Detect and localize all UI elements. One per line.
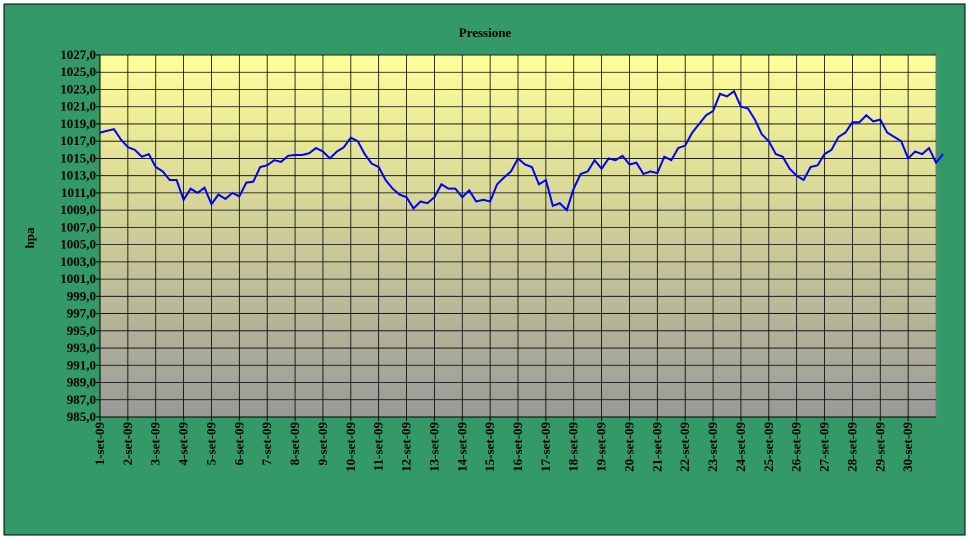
y-tick-label: 1021,0 [60, 99, 96, 114]
y-tick-label: 1017,0 [60, 133, 96, 148]
x-tick-label: 3-set-09 [148, 422, 163, 466]
x-tick-label: 11-set-09 [371, 422, 386, 472]
x-tick-label: 5-set-09 [203, 422, 218, 466]
x-tick-label: 12-set-09 [399, 422, 414, 472]
y-tick-label: 1009,0 [60, 202, 96, 217]
x-tick-label: 10-set-09 [343, 422, 358, 472]
y-tick-label: 1013,0 [60, 168, 96, 183]
x-tick-label: 7-set-09 [259, 422, 274, 466]
chart-title: Pressione [459, 25, 512, 40]
x-tick-label: 29-set-09 [872, 422, 887, 472]
x-tick-label: 14-set-09 [454, 422, 469, 472]
y-tick-label: 991,0 [67, 357, 96, 372]
x-tick-label: 18-set-09 [566, 422, 581, 472]
y-tick-label: 1011,0 [61, 185, 96, 200]
x-tick-label: 13-set-09 [426, 422, 441, 472]
x-tick-label: 19-set-09 [594, 422, 609, 472]
y-tick-label: 1001,0 [60, 271, 96, 286]
x-tick-label: 9-set-09 [315, 422, 330, 466]
x-tick-label: 15-set-09 [482, 422, 497, 472]
y-tick-label: 997,0 [67, 306, 96, 321]
line-series [99, 89, 944, 212]
x-tick-label: 24-set-09 [733, 422, 748, 472]
x-tick-label: 21-set-09 [649, 422, 664, 472]
x-tick-label: 23-set-09 [705, 422, 720, 472]
y-tick-label: 1003,0 [60, 254, 96, 269]
y-tick-label: 1007,0 [60, 219, 96, 234]
y-tick-label: 989,0 [67, 375, 96, 390]
y-tick-label: 1019,0 [60, 116, 96, 131]
y-tick-label: 993,0 [67, 340, 96, 355]
y-axis-label: hpa [22, 227, 37, 248]
y-tick-label: 1005,0 [60, 237, 96, 252]
x-tick-label: 27-set-09 [817, 422, 832, 472]
x-tick-label: 1-set-09 [92, 422, 107, 466]
x-tick-label: 16-set-09 [510, 422, 525, 472]
y-tick-label: 1025,0 [60, 64, 96, 79]
y-tick-label: 985,0 [67, 409, 96, 424]
x-tick-label: 28-set-09 [844, 422, 859, 472]
x-tick-label: 30-set-09 [900, 422, 915, 472]
x-tick-label: 17-set-09 [538, 422, 553, 472]
x-tick-label: 25-set-09 [761, 422, 776, 472]
x-tick-label: 6-set-09 [231, 422, 246, 466]
y-tick-label: 1023,0 [60, 81, 96, 96]
y-tick-label: 1027,0 [60, 47, 96, 62]
x-tick-label: 26-set-09 [789, 422, 804, 472]
y-tick-label: 987,0 [67, 392, 96, 407]
y-tick-label: 995,0 [67, 323, 96, 338]
x-tick-label: 2-set-09 [120, 422, 135, 466]
x-tick-label: 4-set-09 [176, 422, 191, 466]
x-tick-label: 20-set-09 [621, 422, 636, 472]
y-tick-label: 1015,0 [60, 150, 96, 165]
x-tick-label: 8-set-09 [287, 422, 302, 466]
x-tick-label: 22-set-09 [677, 422, 692, 472]
y-tick-label: 999,0 [67, 288, 96, 303]
